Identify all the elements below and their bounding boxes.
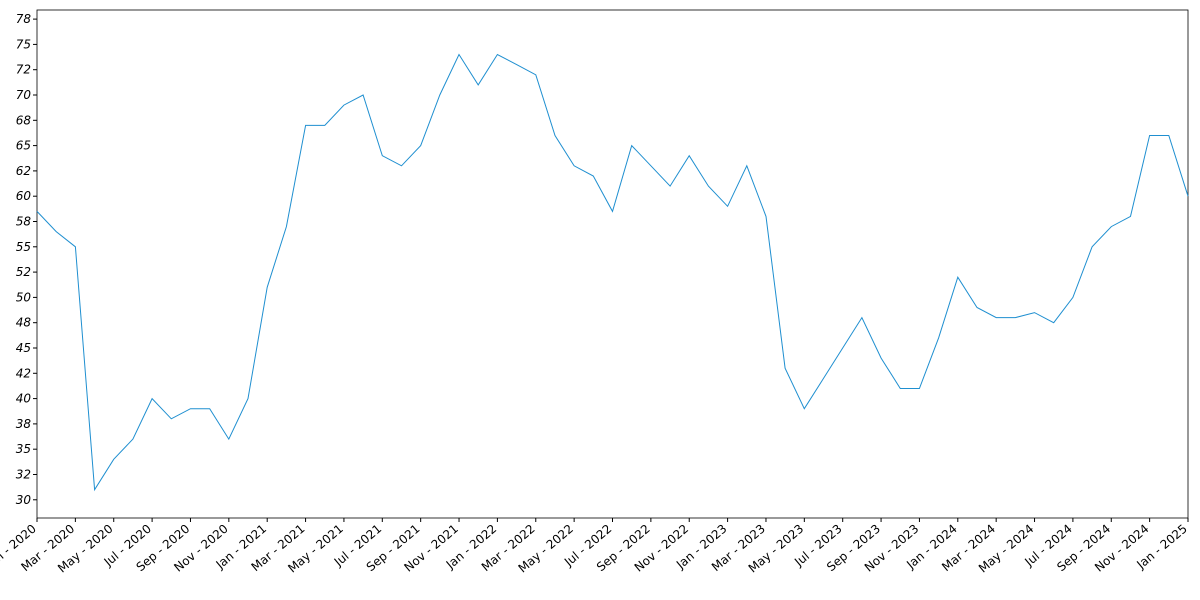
y-tick-label: 30 (16, 493, 32, 507)
y-tick-label: 35 (16, 442, 31, 456)
y-tick-label: 65 (16, 139, 31, 153)
y-tick-label: 75 (16, 37, 31, 51)
y-tick-label: 70 (16, 88, 32, 102)
y-tick-label: 52 (16, 265, 31, 279)
y-tick-label: 32 (16, 467, 31, 481)
y-tick-label: 72 (16, 63, 31, 77)
y-tick-label: 40 (16, 392, 32, 406)
plot-frame (36, 9, 1189, 519)
y-tick-label: 58 (16, 214, 32, 228)
y-tick-label: 45 (16, 341, 31, 355)
y-tick-label: 50 (16, 290, 32, 304)
y-tick-label: 38 (16, 417, 32, 431)
y-tick-label: 62 (16, 164, 31, 178)
price-line (36, 53, 1189, 492)
y-tick-label: 60 (16, 189, 32, 203)
y-tick-label: 42 (16, 366, 31, 380)
y-tick-label: 48 (16, 316, 32, 330)
y-tick-label: 78 (16, 12, 32, 26)
y-tick-label: 68 (16, 113, 32, 127)
y-tick-label: 55 (16, 240, 31, 254)
